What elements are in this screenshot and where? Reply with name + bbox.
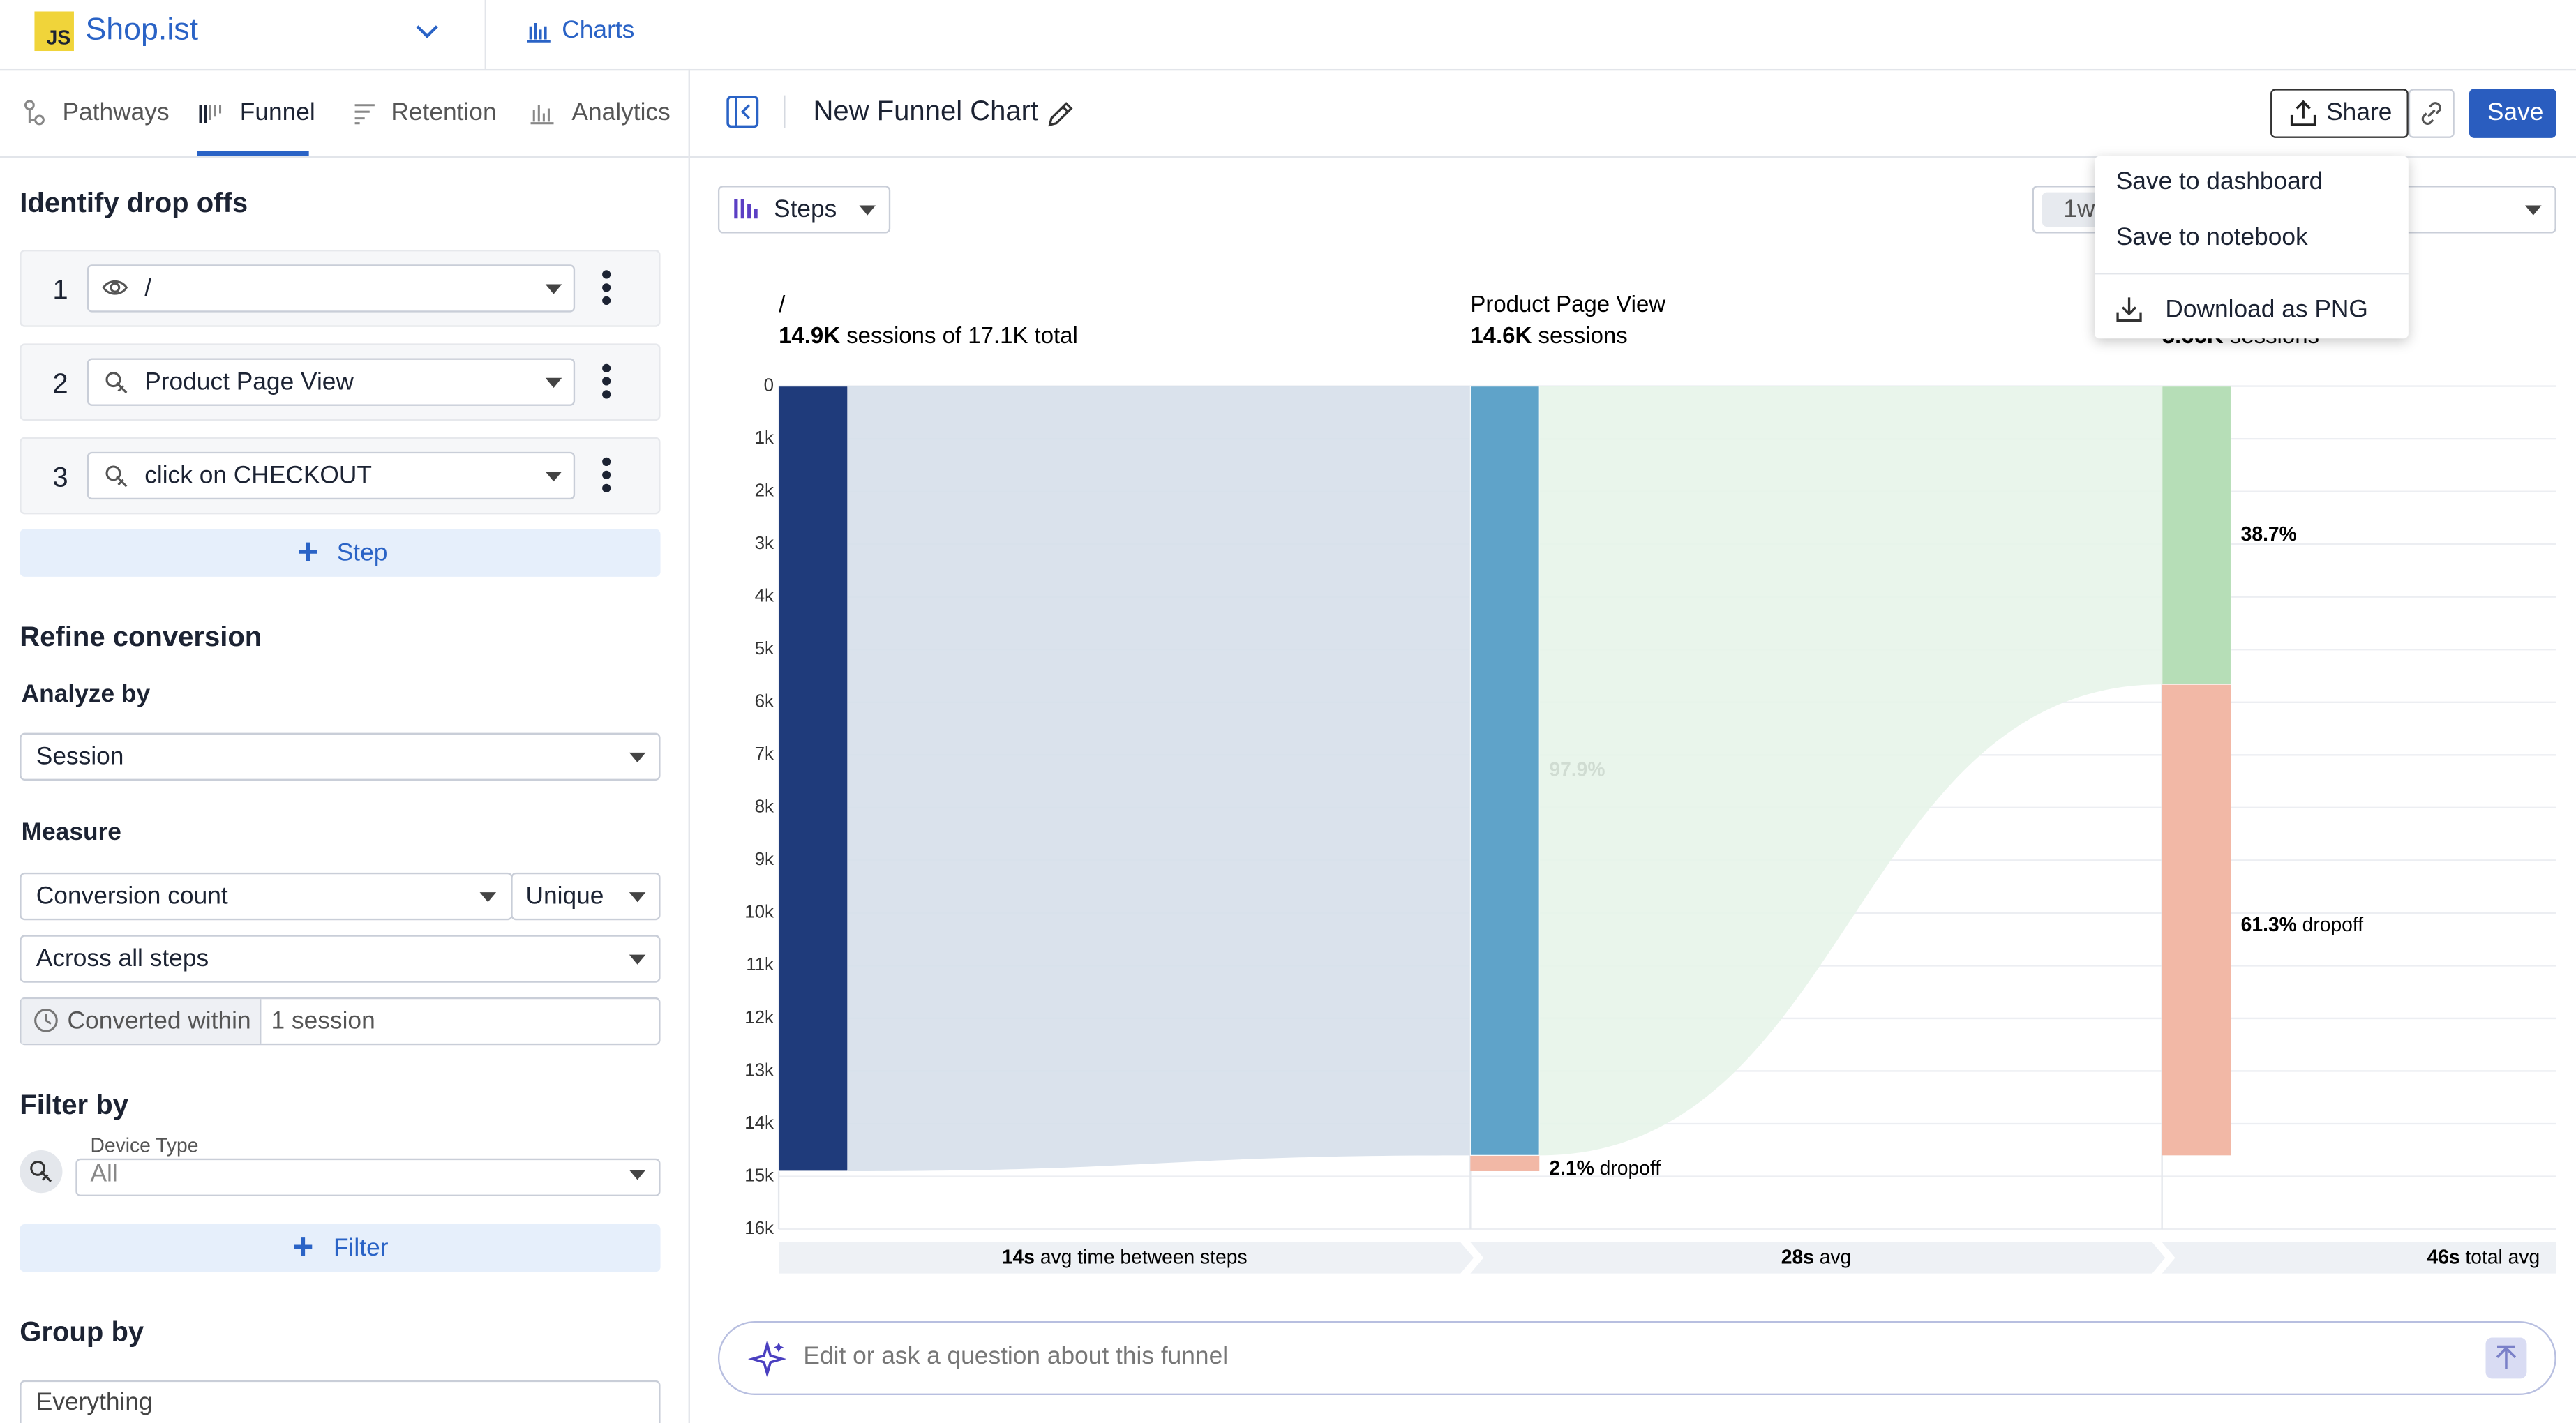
step-bar bbox=[1470, 386, 1539, 1156]
step-caption: sessions of 17.1K total bbox=[846, 322, 1078, 348]
y-tick-label: 3k bbox=[755, 534, 774, 553]
menu-item[interactable]: Save to notebook bbox=[2116, 223, 2308, 253]
y-tick-label: 2k bbox=[755, 481, 774, 500]
y-tick-label: 1k bbox=[755, 428, 774, 448]
avg-value: 14s bbox=[1002, 1246, 1035, 1268]
avg-label: 14s avg time between steps bbox=[1002, 1246, 1248, 1268]
step-bar bbox=[2162, 386, 2231, 684]
avg-value: 46s bbox=[2427, 1246, 2459, 1268]
dropoff-bar bbox=[2162, 684, 2231, 1155]
y-tick-label: 4k bbox=[755, 587, 774, 606]
y-tick-label: 14k bbox=[744, 1113, 774, 1133]
step-sessions: 14.9K sessions of 17.1K total bbox=[779, 322, 1078, 348]
y-tick-label: 9k bbox=[755, 850, 774, 869]
y-tick-label: 11k bbox=[746, 955, 774, 974]
avg-caption: avg bbox=[1820, 1246, 1852, 1268]
menu-divider bbox=[2095, 273, 2409, 274]
dropoff-word: dropoff bbox=[2302, 914, 2364, 936]
step-name: Product Page View bbox=[1470, 291, 1665, 317]
step-caption: sessions bbox=[1538, 322, 1628, 348]
avg-label: 28s avg bbox=[1781, 1246, 1852, 1268]
flow bbox=[1539, 386, 2162, 1156]
y-tick-label: 16k bbox=[744, 1219, 774, 1238]
flow bbox=[848, 386, 1470, 1171]
dropoff-bar bbox=[1470, 1155, 1539, 1171]
dropoff-word: dropoff bbox=[1600, 1157, 1661, 1180]
y-tick-label: 10k bbox=[744, 903, 774, 922]
sparkle-icon bbox=[747, 1339, 787, 1379]
y-tick-label: 0 bbox=[764, 375, 774, 395]
avg-label: 46s total avg bbox=[2427, 1246, 2540, 1268]
step-sessions: 14.6K sessions bbox=[1470, 322, 1627, 348]
y-tick-label: 7k bbox=[755, 744, 774, 764]
dropoff-label: 61.3% dropoff bbox=[2241, 914, 2364, 936]
avg-caption: total avg bbox=[2465, 1246, 2540, 1268]
step-name: / bbox=[779, 291, 786, 317]
conversion-label: 38.7% bbox=[2241, 522, 2297, 545]
dropoff-label: 2.1% dropoff bbox=[1549, 1157, 1661, 1180]
prompt-placeholder[interactable]: Edit or ask a question about this funnel bbox=[803, 1343, 1228, 1372]
avg-caption: avg time between steps bbox=[1040, 1246, 1248, 1268]
step-bar bbox=[779, 386, 848, 1171]
y-tick-label: 8k bbox=[755, 797, 774, 817]
menu-item[interactable]: Download as PNG bbox=[2165, 296, 2368, 325]
y-tick-label: 13k bbox=[744, 1060, 774, 1080]
y-tick-label: 12k bbox=[744, 1008, 774, 1027]
dropoff-value: 61.3% bbox=[2241, 914, 2297, 936]
dropoff-value: 2.1% bbox=[1549, 1157, 1594, 1180]
y-tick-label: 5k bbox=[755, 639, 774, 658]
y-tick-label: 15k bbox=[744, 1166, 774, 1185]
y-tick-label: 6k bbox=[755, 692, 774, 712]
step-value-label: 14.9K bbox=[779, 322, 840, 348]
send-icon bbox=[2492, 1344, 2520, 1372]
menu-item[interactable]: Save to dashboard bbox=[2116, 167, 2323, 197]
step-value-label: 14.6K bbox=[1470, 322, 1532, 348]
avg-value: 28s bbox=[1781, 1246, 1814, 1268]
download-icon bbox=[2116, 296, 2143, 322]
